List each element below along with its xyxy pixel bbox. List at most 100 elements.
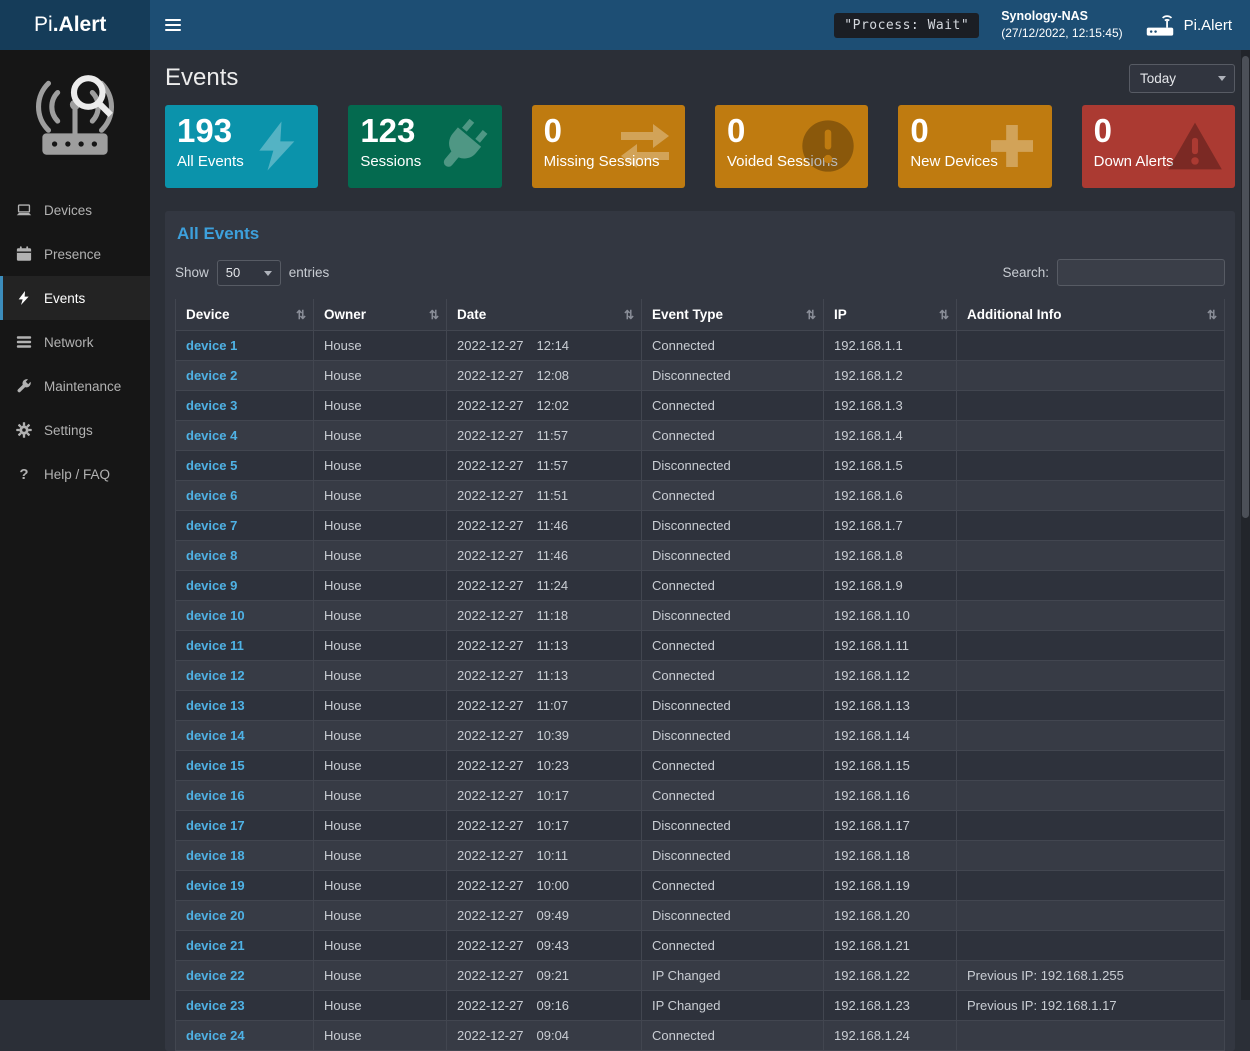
- device-cell: device 23: [175, 990, 314, 1021]
- owner-cell: House: [313, 780, 447, 811]
- owner-cell: House: [313, 450, 447, 481]
- column-header-date[interactable]: Date ⇅: [446, 299, 642, 331]
- table-row: device 3 House 2022-12-27 12:02 Connected 192…: [175, 390, 1225, 421]
- device-link[interactable]: device 7: [186, 518, 238, 533]
- table-row: device 21 House 2022-12-27 09:43 Connected 19…: [175, 930, 1225, 961]
- owner-cell: House: [313, 660, 447, 691]
- stat-value: 0: [910, 112, 929, 149]
- device-link[interactable]: device 15: [186, 758, 245, 773]
- stat-card-voided-sessions[interactable]: 0 Voided Sessions: [714, 105, 869, 188]
- device-link[interactable]: device 20: [186, 908, 245, 923]
- scrollbar-thumb[interactable]: [1242, 56, 1249, 518]
- column-header-device[interactable]: Device ⇅: [175, 299, 314, 331]
- stat-value: 193: [177, 112, 233, 149]
- device-cell: device 2: [175, 360, 314, 391]
- column-header-additional-info[interactable]: Additional Info ⇅: [956, 299, 1225, 331]
- device-link[interactable]: device 11: [186, 638, 244, 653]
- device-link[interactable]: device 10: [186, 608, 245, 623]
- sidebar-item-label: Presence: [44, 246, 102, 262]
- device-link[interactable]: device 23: [186, 998, 245, 1013]
- column-label: IP: [834, 307, 847, 322]
- device-link[interactable]: device 17: [186, 818, 245, 833]
- brand-part1: Pi: [34, 13, 53, 36]
- sidebar-item-events[interactable]: Events: [0, 276, 150, 320]
- brand-part2: .Alert: [52, 13, 107, 36]
- sidebar-toggle-button[interactable]: [150, 0, 196, 50]
- device-link[interactable]: device 12: [186, 668, 245, 683]
- device-link[interactable]: device 19: [186, 878, 245, 893]
- event-time: 09:49: [536, 908, 570, 923]
- device-link[interactable]: device 18: [186, 848, 245, 863]
- wrench-icon: [15, 378, 33, 394]
- device-link[interactable]: device 21: [186, 938, 245, 953]
- device-link[interactable]: device 14: [186, 728, 245, 743]
- event-time: 09:16: [536, 998, 570, 1013]
- device-link[interactable]: device 2: [186, 368, 238, 383]
- device-link[interactable]: device 5: [186, 458, 238, 473]
- column-header-ip[interactable]: IP ⇅: [823, 299, 957, 331]
- table-row: device 16 House 2022-12-27 10:17 Connected 19…: [175, 780, 1225, 811]
- event-type-cell: Disconnected: [641, 600, 824, 631]
- owner-cell: House: [313, 510, 447, 541]
- device-link[interactable]: device 8: [186, 548, 238, 563]
- column-header-event-type[interactable]: Event Type ⇅: [641, 299, 824, 331]
- page-scrollbar[interactable]: [1241, 50, 1250, 1000]
- sort-icon: ⇅: [1206, 307, 1217, 322]
- event-time: 10:00: [536, 878, 570, 893]
- additional-info-cell: [956, 570, 1225, 601]
- sidebar-item-devices[interactable]: Devices: [0, 188, 150, 232]
- sort-icon: ⇅: [623, 307, 634, 322]
- device-link[interactable]: device 9: [186, 578, 238, 593]
- router-icon: [1145, 13, 1175, 37]
- stat-card-missing-sessions[interactable]: 0 Missing Sessions: [531, 105, 685, 188]
- device-link[interactable]: device 16: [186, 788, 245, 803]
- ip-cell: 192.168.1.12: [823, 660, 957, 691]
- sidebar-item-presence[interactable]: Presence: [0, 232, 150, 276]
- device-link[interactable]: device 3: [186, 398, 238, 413]
- owner-cell: House: [313, 600, 447, 631]
- period-select[interactable]: Today: [1129, 63, 1235, 93]
- stat-card-down-alerts[interactable]: 0 Down Alerts: [1081, 105, 1235, 188]
- device-link[interactable]: device 24: [186, 1028, 245, 1043]
- event-date: 2022-12-27: [457, 338, 524, 353]
- ip-cell: 192.168.1.20: [823, 900, 957, 931]
- event-date: 2022-12-27: [457, 728, 524, 743]
- additional-info-cell: [956, 780, 1225, 811]
- table-row: device 20 House 2022-12-27 09:49 Disconnecte…: [175, 900, 1225, 931]
- process-status-badge: "Process: Wait": [834, 12, 980, 38]
- owner-cell: House: [313, 480, 447, 511]
- device-cell: device 24: [175, 1020, 314, 1051]
- ip-cell: 192.168.1.14: [823, 720, 957, 751]
- device-link[interactable]: device 4: [186, 428, 238, 443]
- date-cell: 2022-12-27 11:13: [446, 630, 642, 661]
- device-link[interactable]: device 6: [186, 488, 238, 503]
- event-type-cell: Disconnected: [641, 840, 824, 871]
- laptop-icon: [15, 202, 33, 218]
- date-cell: 2022-12-27 09:49: [446, 900, 642, 931]
- additional-info-cell: [956, 900, 1225, 931]
- device-link[interactable]: device 22: [186, 968, 245, 983]
- stat-label: Voided Sessions: [726, 152, 838, 170]
- sidebar-item-network[interactable]: Network: [0, 320, 150, 364]
- date-cell: 2022-12-27 11:18: [446, 600, 642, 631]
- stat-card-new-devices[interactable]: 0 New Devices: [898, 105, 1052, 188]
- device-cell: device 7: [175, 510, 314, 541]
- date-cell: 2022-12-27 10:11: [446, 840, 642, 871]
- device-link[interactable]: device 13: [186, 698, 245, 713]
- app-user-menu[interactable]: Pi.Alert: [1145, 13, 1232, 37]
- owner-cell: House: [313, 750, 447, 781]
- table-row: device 14 House 2022-12-27 10:39 Disconnecte…: [175, 720, 1225, 751]
- brand-logo[interactable]: Pi .Alert: [0, 0, 150, 50]
- column-header-owner[interactable]: Owner ⇅: [313, 299, 447, 331]
- sidebar-item-settings[interactable]: Settings: [0, 408, 150, 452]
- sidebar-item-help-faq[interactable]: ? Help / FAQ: [0, 452, 150, 496]
- column-label: Event Type: [652, 307, 724, 322]
- sidebar-item-maintenance[interactable]: Maintenance: [0, 364, 150, 408]
- page-length-select[interactable]: 50: [216, 259, 281, 286]
- table-row: device 9 House 2022-12-27 11:24 Connected 192…: [175, 570, 1225, 601]
- stat-card-sessions[interactable]: 123 Sessions: [348, 105, 502, 188]
- stat-card-all-events[interactable]: 193 All Events: [165, 105, 319, 188]
- search-input[interactable]: [1057, 259, 1225, 286]
- device-link[interactable]: device 1: [186, 338, 238, 353]
- owner-cell: House: [313, 330, 447, 361]
